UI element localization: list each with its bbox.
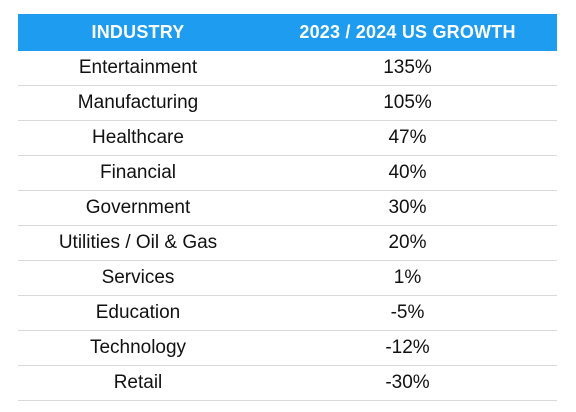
- industry-cell: Utilities / Oil & Gas: [18, 225, 258, 261]
- table-row: Utilities / Oil & Gas 20%: [18, 225, 557, 261]
- table-row: Education -5%: [18, 295, 557, 331]
- growth-cell: 30%: [258, 190, 557, 226]
- growth-cell: -5%: [258, 295, 557, 331]
- table-row: Retail -30%: [18, 365, 557, 401]
- table-row: Financial 40%: [18, 155, 557, 191]
- growth-cell: -30%: [258, 365, 557, 401]
- industry-cell: Entertainment: [18, 51, 258, 86]
- growth-cell: 40%: [258, 155, 557, 191]
- industry-cell: Healthcare: [18, 120, 258, 156]
- header-row: INDUSTRY 2023 / 2024 US GROWTH: [18, 14, 557, 51]
- table-row: Entertainment 135%: [18, 51, 557, 86]
- table-row: Healthcare 47%: [18, 120, 557, 156]
- growth-cell: 1%: [258, 260, 557, 296]
- growth-cell: 20%: [258, 225, 557, 261]
- industry-cell: Technology: [18, 330, 258, 366]
- growth-cell: 105%: [258, 85, 557, 121]
- table-body: Entertainment 135% Manufacturing 105% He…: [18, 51, 557, 401]
- industry-cell: Education: [18, 295, 258, 331]
- industry-growth-table: INDUSTRY 2023 / 2024 US GROWTH Entertain…: [18, 14, 557, 401]
- table-row: Manufacturing 105%: [18, 85, 557, 121]
- table-header: INDUSTRY 2023 / 2024 US GROWTH: [18, 14, 557, 51]
- industry-cell: Services: [18, 260, 258, 296]
- growth-cell: 135%: [258, 51, 557, 86]
- industry-cell: Manufacturing: [18, 85, 258, 121]
- industry-cell: Retail: [18, 365, 258, 401]
- column-header-growth: 2023 / 2024 US GROWTH: [258, 14, 557, 51]
- column-header-industry: INDUSTRY: [18, 14, 258, 51]
- table-row: Services 1%: [18, 260, 557, 296]
- table-row: Government 30%: [18, 190, 557, 226]
- growth-cell: -12%: [258, 330, 557, 366]
- industry-cell: Government: [18, 190, 258, 226]
- growth-cell: 47%: [258, 120, 557, 156]
- table-row: Technology -12%: [18, 330, 557, 366]
- growth-table-container: INDUSTRY 2023 / 2024 US GROWTH Entertain…: [18, 14, 557, 401]
- industry-cell: Financial: [18, 155, 258, 191]
